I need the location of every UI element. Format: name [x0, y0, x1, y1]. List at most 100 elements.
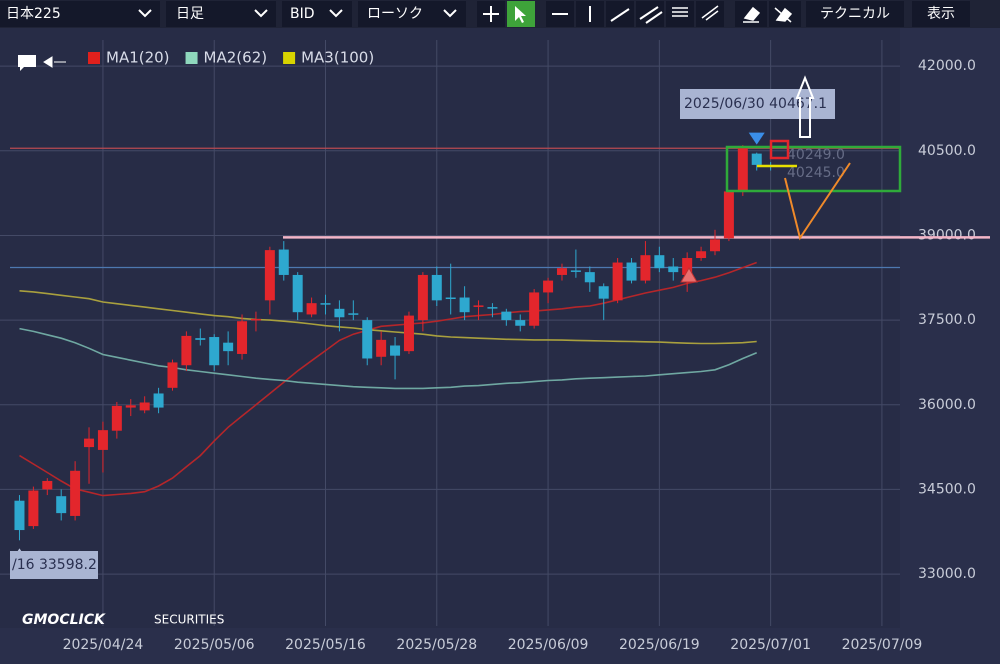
logo-brand: GMOCLICK — [22, 612, 106, 628]
chevron[interactable] — [443, 9, 457, 18]
candle-body — [292, 274, 303, 313]
candle-body — [209, 337, 220, 366]
draw-tools — [477, 1, 801, 27]
technical-button[interactable]: テクニカル — [806, 1, 904, 27]
display-label[interactable]: 表示 — [927, 6, 955, 22]
legend — [18, 55, 66, 71]
y-tick-label: 37500.0 — [918, 312, 976, 328]
path-drawing — [784, 162, 851, 241]
candle-body — [543, 280, 554, 293]
x-tick-label: 2025/05/16 — [285, 637, 366, 653]
x-tick-label: 2025/07/01 — [730, 637, 811, 653]
y-tick-label: 40500.0 — [918, 143, 976, 159]
technical-label[interactable]: テクニカル — [820, 6, 890, 22]
candle-body — [70, 470, 81, 516]
candle-body — [237, 321, 248, 354]
legend-swatch — [88, 52, 100, 64]
candle-body — [362, 320, 373, 359]
symbol-select[interactable]: 日本225 — [0, 1, 160, 27]
legend-label: MA2(62) — [204, 49, 268, 67]
candle-body — [417, 274, 428, 321]
candle-body — [584, 272, 595, 283]
logo-sub: SECURITIES — [154, 613, 224, 627]
y-tick-label: 36000.0 — [918, 397, 976, 413]
candle-body — [723, 191, 734, 239]
candle-body — [403, 315, 414, 352]
candle-body — [125, 405, 136, 408]
tool-fibo-f[interactable] — [696, 1, 724, 27]
symbol-label[interactable]: 日本225 — [6, 6, 61, 22]
legend-swatch — [283, 52, 296, 64]
y-tick-label: 42000.0 — [918, 58, 976, 74]
candle-body — [556, 268, 567, 275]
candle-body — [570, 270, 581, 272]
legend-icon[interactable] — [18, 55, 36, 71]
icon — [483, 6, 499, 22]
candle-body — [167, 362, 178, 388]
period-label[interactable]: 日足 — [176, 6, 204, 22]
chevron[interactable] — [329, 9, 343, 18]
annotation-label: 2025/06/30 40467.1 — [684, 96, 827, 112]
chevron[interactable] — [254, 9, 268, 18]
icon — [515, 6, 526, 23]
candle-body — [529, 292, 540, 326]
candle-body — [139, 402, 150, 411]
legend-swatch — [185, 52, 198, 64]
icon — [639, 6, 663, 24]
button[interactable] — [912, 1, 970, 27]
candle-body — [640, 255, 651, 281]
x-tick-label: 2025/05/28 — [396, 637, 477, 653]
legend-label: MA3(100) — [301, 49, 374, 67]
candle-body — [181, 335, 192, 366]
annotation-box — [10, 551, 98, 579]
ma-line — [19, 290, 757, 345]
display-button[interactable]: 表示 — [912, 1, 970, 27]
y-tick-label: 39000.0 — [918, 227, 976, 243]
legend-toggle[interactable] — [43, 56, 66, 68]
legend-label: MA1(20) — [106, 49, 170, 67]
annotation-label: 40245.0 — [787, 165, 845, 181]
high-marker — [748, 132, 765, 145]
box-drawing — [769, 139, 790, 160]
chevron[interactable] — [138, 9, 152, 18]
tool-fibo-r[interactable] — [666, 1, 694, 27]
period-select[interactable]: 日足 — [166, 1, 276, 27]
candle-body — [459, 297, 470, 313]
candle-body — [376, 339, 387, 357]
side-select[interactable]: BID — [282, 1, 352, 27]
candle-body — [654, 255, 665, 269]
candle-body — [515, 320, 526, 326]
candle-body — [320, 303, 331, 305]
x-tick-label: 2025/07/09 — [842, 637, 923, 653]
candle-body — [97, 430, 108, 450]
plot-area — [0, 28, 900, 628]
plot: 33000.0 34500.0 36000.0 37500.0 39000.0 40500… — [0, 40, 990, 653]
icon — [743, 6, 761, 23]
candle-body — [84, 438, 95, 448]
candle-body — [56, 496, 67, 514]
candle-body — [278, 249, 289, 275]
candle-body — [598, 286, 609, 299]
dropdown[interactable] — [0, 1, 160, 27]
style-label[interactable]: ローソク — [367, 6, 423, 22]
candle-body — [626, 262, 637, 281]
button[interactable] — [806, 1, 904, 27]
candle-body — [334, 308, 345, 318]
style-select[interactable]: ローソク — [358, 1, 466, 27]
candle-body — [111, 405, 122, 431]
x-tick-label: 2025/06/09 — [508, 637, 589, 653]
side-label[interactable]: BID — [290, 6, 315, 22]
dropdown[interactable] — [282, 1, 352, 27]
candle-body — [264, 250, 275, 301]
icon — [774, 7, 793, 23]
candle-body — [195, 338, 206, 340]
candle-body — [42, 480, 53, 490]
candle-body — [28, 490, 39, 527]
triangle-drawing — [680, 266, 698, 283]
candle-body — [737, 147, 748, 191]
candle-body — [473, 305, 484, 307]
candle-body — [751, 153, 762, 165]
candle-body — [431, 274, 442, 301]
candle-body — [612, 262, 623, 301]
icon — [610, 8, 630, 22]
